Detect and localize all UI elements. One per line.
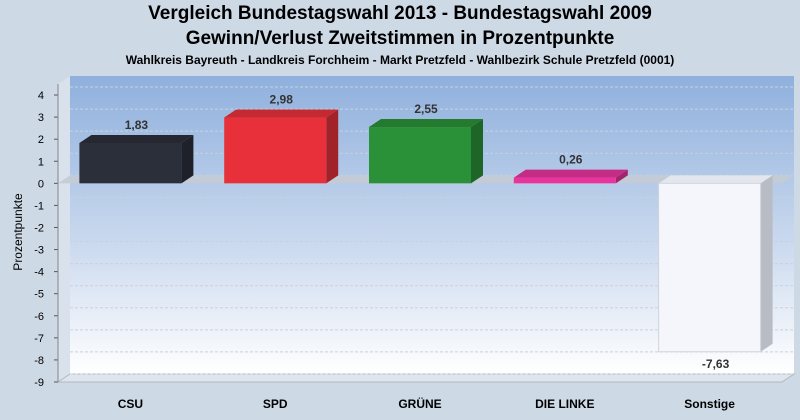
data-label: 1,83 xyxy=(125,118,149,132)
bar-top-csu xyxy=(79,134,194,143)
y-tick-label: -2 xyxy=(34,222,44,234)
floor xyxy=(56,373,796,383)
x-category-label: CSU xyxy=(118,397,143,411)
x-category-label: DIE LINKE xyxy=(535,397,594,411)
bar-top-grüne xyxy=(369,119,483,128)
bar-grüne xyxy=(369,127,471,184)
chart-subtitle: Gewinn/Verlust Zweitstimmen in Prozentpu… xyxy=(185,28,615,49)
y-tick-label: 2 xyxy=(38,134,44,146)
bar-side-sonstige xyxy=(760,175,773,352)
y-tick-label: 1 xyxy=(38,156,44,168)
bar-top-spd xyxy=(224,109,339,118)
bar-csu xyxy=(79,142,182,184)
bar-top-sonstige xyxy=(658,175,773,184)
data-label: 0,26 xyxy=(559,153,583,167)
bar-side-csu xyxy=(181,134,194,184)
x-category-label: GRÜNE xyxy=(398,396,441,411)
y-tick-label: 0 xyxy=(38,178,44,190)
x-category-label: SPD xyxy=(263,397,288,411)
y-tick-label: -9 xyxy=(34,377,44,389)
y-tick-label: -8 xyxy=(34,355,44,367)
y-tick-label: -7 xyxy=(34,333,44,345)
bar-side-grüne xyxy=(471,119,483,184)
data-label: 2,98 xyxy=(270,93,294,107)
y-tick-label: -1 xyxy=(34,200,44,212)
y-tick-label: -6 xyxy=(34,311,44,323)
y-tick-label: 3 xyxy=(38,112,44,124)
y-tick-label: 4 xyxy=(38,90,44,102)
bar-spd xyxy=(224,117,327,184)
x-category-label: Sonstige xyxy=(684,397,735,411)
bar-top-die-linke xyxy=(513,169,628,178)
chart-title: Vergleich Bundestagswahl 2013 - Bundesta… xyxy=(148,3,652,24)
bar-side-spd xyxy=(326,109,339,184)
data-label: -7,63 xyxy=(702,357,730,371)
bar-die-linke xyxy=(513,177,616,184)
data-label: 2,55 xyxy=(414,102,438,116)
chart-subtitle-2: Wahlkreis Bayreuth - Landkreis Forchheim… xyxy=(125,53,675,67)
y-tick-label: -4 xyxy=(34,267,44,279)
bar-side-die-linke xyxy=(615,169,628,184)
side-wall xyxy=(58,76,70,382)
bar-sonstige xyxy=(658,182,762,353)
y-tick-label: -5 xyxy=(34,289,44,301)
y-tick-label: -3 xyxy=(34,245,44,257)
y-axis-label: Prozentpunkte xyxy=(11,193,25,271)
